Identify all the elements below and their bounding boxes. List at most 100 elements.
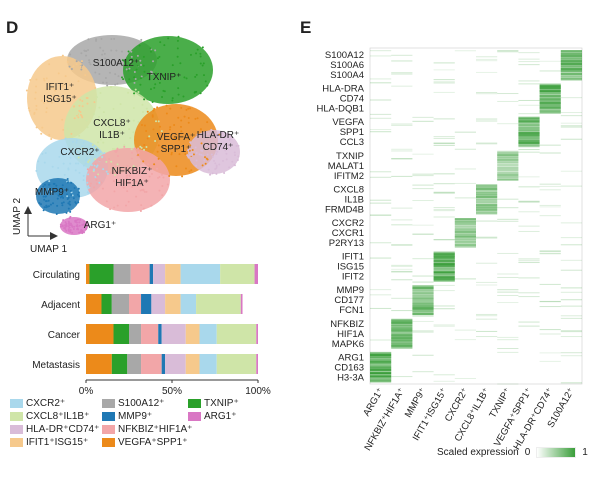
heatmap-cell-noise bbox=[433, 118, 455, 120]
umap-cell-point bbox=[233, 154, 236, 157]
umap-cell-point bbox=[228, 138, 231, 141]
umap-cell-point bbox=[99, 46, 102, 49]
umap-cell-point bbox=[181, 175, 184, 178]
bar-segment bbox=[141, 324, 159, 344]
umap-cell-point bbox=[52, 202, 55, 205]
heatmap-cell bbox=[560, 56, 582, 59]
umap-cell-point bbox=[69, 228, 72, 231]
heatmap-cell bbox=[391, 345, 413, 348]
umap-cell-point bbox=[81, 147, 84, 150]
umap-cell-point bbox=[66, 187, 69, 190]
heatmap-cell bbox=[454, 239, 476, 242]
heatmap-gene-label: HLA-DQB1 bbox=[316, 104, 364, 115]
umap-cell-point bbox=[62, 128, 65, 131]
bar-segment bbox=[240, 294, 243, 314]
heatmap-cell-noise bbox=[560, 259, 582, 261]
heatmap-cell bbox=[412, 296, 434, 299]
heatmap-cell-noise bbox=[433, 137, 455, 139]
umap-cell-point bbox=[207, 132, 210, 135]
heatmap-cell bbox=[454, 222, 476, 225]
heatmap-cell-noise bbox=[518, 296, 540, 298]
umap-cell-point bbox=[114, 166, 117, 169]
heatmap-cell bbox=[560, 54, 582, 57]
heatmap-cell bbox=[518, 117, 540, 120]
umap-cell-point bbox=[45, 200, 48, 203]
umap-cell-point bbox=[165, 104, 168, 107]
heatmap-cell-noise bbox=[539, 252, 561, 254]
legend-label: CXCL8⁺IL1B⁺ bbox=[26, 411, 90, 422]
heatmap-cell-noise bbox=[560, 97, 582, 99]
bar-segment bbox=[151, 294, 166, 314]
heatmap-cell-noise bbox=[433, 239, 455, 241]
umap-cell-point bbox=[143, 70, 146, 73]
heatmap-cell bbox=[497, 154, 519, 157]
umap-cell-point bbox=[178, 153, 181, 156]
umap-cell-point bbox=[131, 185, 134, 188]
heatmap-cell-noise bbox=[560, 287, 582, 289]
umap-cell-point bbox=[101, 53, 104, 56]
umap-cell-point bbox=[121, 59, 124, 62]
umap-cell-point bbox=[42, 209, 45, 212]
heatmap-cell-noise bbox=[391, 175, 413, 177]
heatmap-cell bbox=[497, 155, 519, 158]
heatmap-cell-noise bbox=[412, 320, 434, 322]
legend-swatch bbox=[188, 412, 201, 421]
umap-cell-point bbox=[157, 120, 160, 123]
umap-cell-point bbox=[192, 153, 195, 156]
heatmap-cell-noise bbox=[518, 200, 540, 202]
umap-cell-point bbox=[125, 177, 128, 180]
umap-cell-point bbox=[221, 132, 224, 135]
umap-cell-point bbox=[43, 79, 46, 82]
heatmap-cell-noise bbox=[391, 73, 413, 75]
umap-cell-point bbox=[173, 123, 176, 126]
umap-cell-point bbox=[139, 83, 142, 86]
umap-cell-point bbox=[148, 135, 151, 138]
heatmap-cell bbox=[560, 68, 582, 71]
umap-cell-point bbox=[55, 189, 58, 192]
heatmap-cell-noise bbox=[454, 131, 476, 133]
umap-cell-point bbox=[109, 123, 112, 126]
heatmap-cell bbox=[476, 210, 498, 213]
umap-cell-point bbox=[128, 67, 131, 70]
umap-cell-point bbox=[189, 141, 192, 144]
heatmap-cell-noise bbox=[391, 376, 413, 378]
umap-cell-point bbox=[95, 96, 98, 99]
heatmap-cell bbox=[412, 300, 434, 303]
umap-cell-point bbox=[28, 109, 31, 112]
umap-cell-point bbox=[233, 151, 236, 154]
heatmap-gene-label: ARG1 bbox=[338, 352, 364, 363]
umap-cell-point bbox=[67, 167, 70, 170]
heatmap-cell bbox=[497, 178, 519, 181]
heatmap-cell-noise bbox=[391, 124, 413, 126]
umap-cell-point bbox=[45, 204, 48, 207]
heatmap-cell-noise bbox=[518, 260, 540, 262]
bar-segment bbox=[86, 354, 112, 374]
heatmap-cell-noise bbox=[370, 50, 392, 52]
heatmap-cell-noise bbox=[433, 62, 455, 64]
heatmap-cell bbox=[454, 219, 476, 222]
bar-segment bbox=[113, 324, 129, 344]
umap-cell-point bbox=[46, 101, 49, 104]
umap-cell-point bbox=[85, 159, 88, 162]
heatmap-cell-noise bbox=[433, 207, 455, 209]
umap-cell-point bbox=[142, 110, 145, 113]
heatmap-cell-noise bbox=[412, 371, 434, 373]
bar-segment bbox=[127, 354, 142, 374]
umap-cell-point bbox=[152, 109, 155, 112]
umap-cell-point bbox=[187, 121, 190, 124]
umap-cell-point bbox=[149, 47, 152, 50]
heatmap-cell-noise bbox=[539, 253, 561, 255]
heatmap-cell-noise bbox=[560, 330, 582, 332]
umap-cell-point bbox=[85, 157, 88, 160]
heatmap-cell bbox=[454, 234, 476, 237]
heatmap-cell-noise bbox=[518, 262, 540, 264]
heatmap-gene-label: TXNIP bbox=[336, 151, 364, 162]
bar-segment bbox=[165, 294, 181, 314]
umap-cell-point bbox=[109, 208, 112, 211]
panel-e-label: E bbox=[300, 18, 312, 37]
legend-label: CXCR2⁺ bbox=[26, 398, 66, 409]
umap-cell-point bbox=[175, 165, 178, 168]
heatmap-cell bbox=[433, 266, 455, 269]
umap-cell-point bbox=[61, 99, 64, 102]
heatmap-cell-noise bbox=[454, 329, 476, 331]
